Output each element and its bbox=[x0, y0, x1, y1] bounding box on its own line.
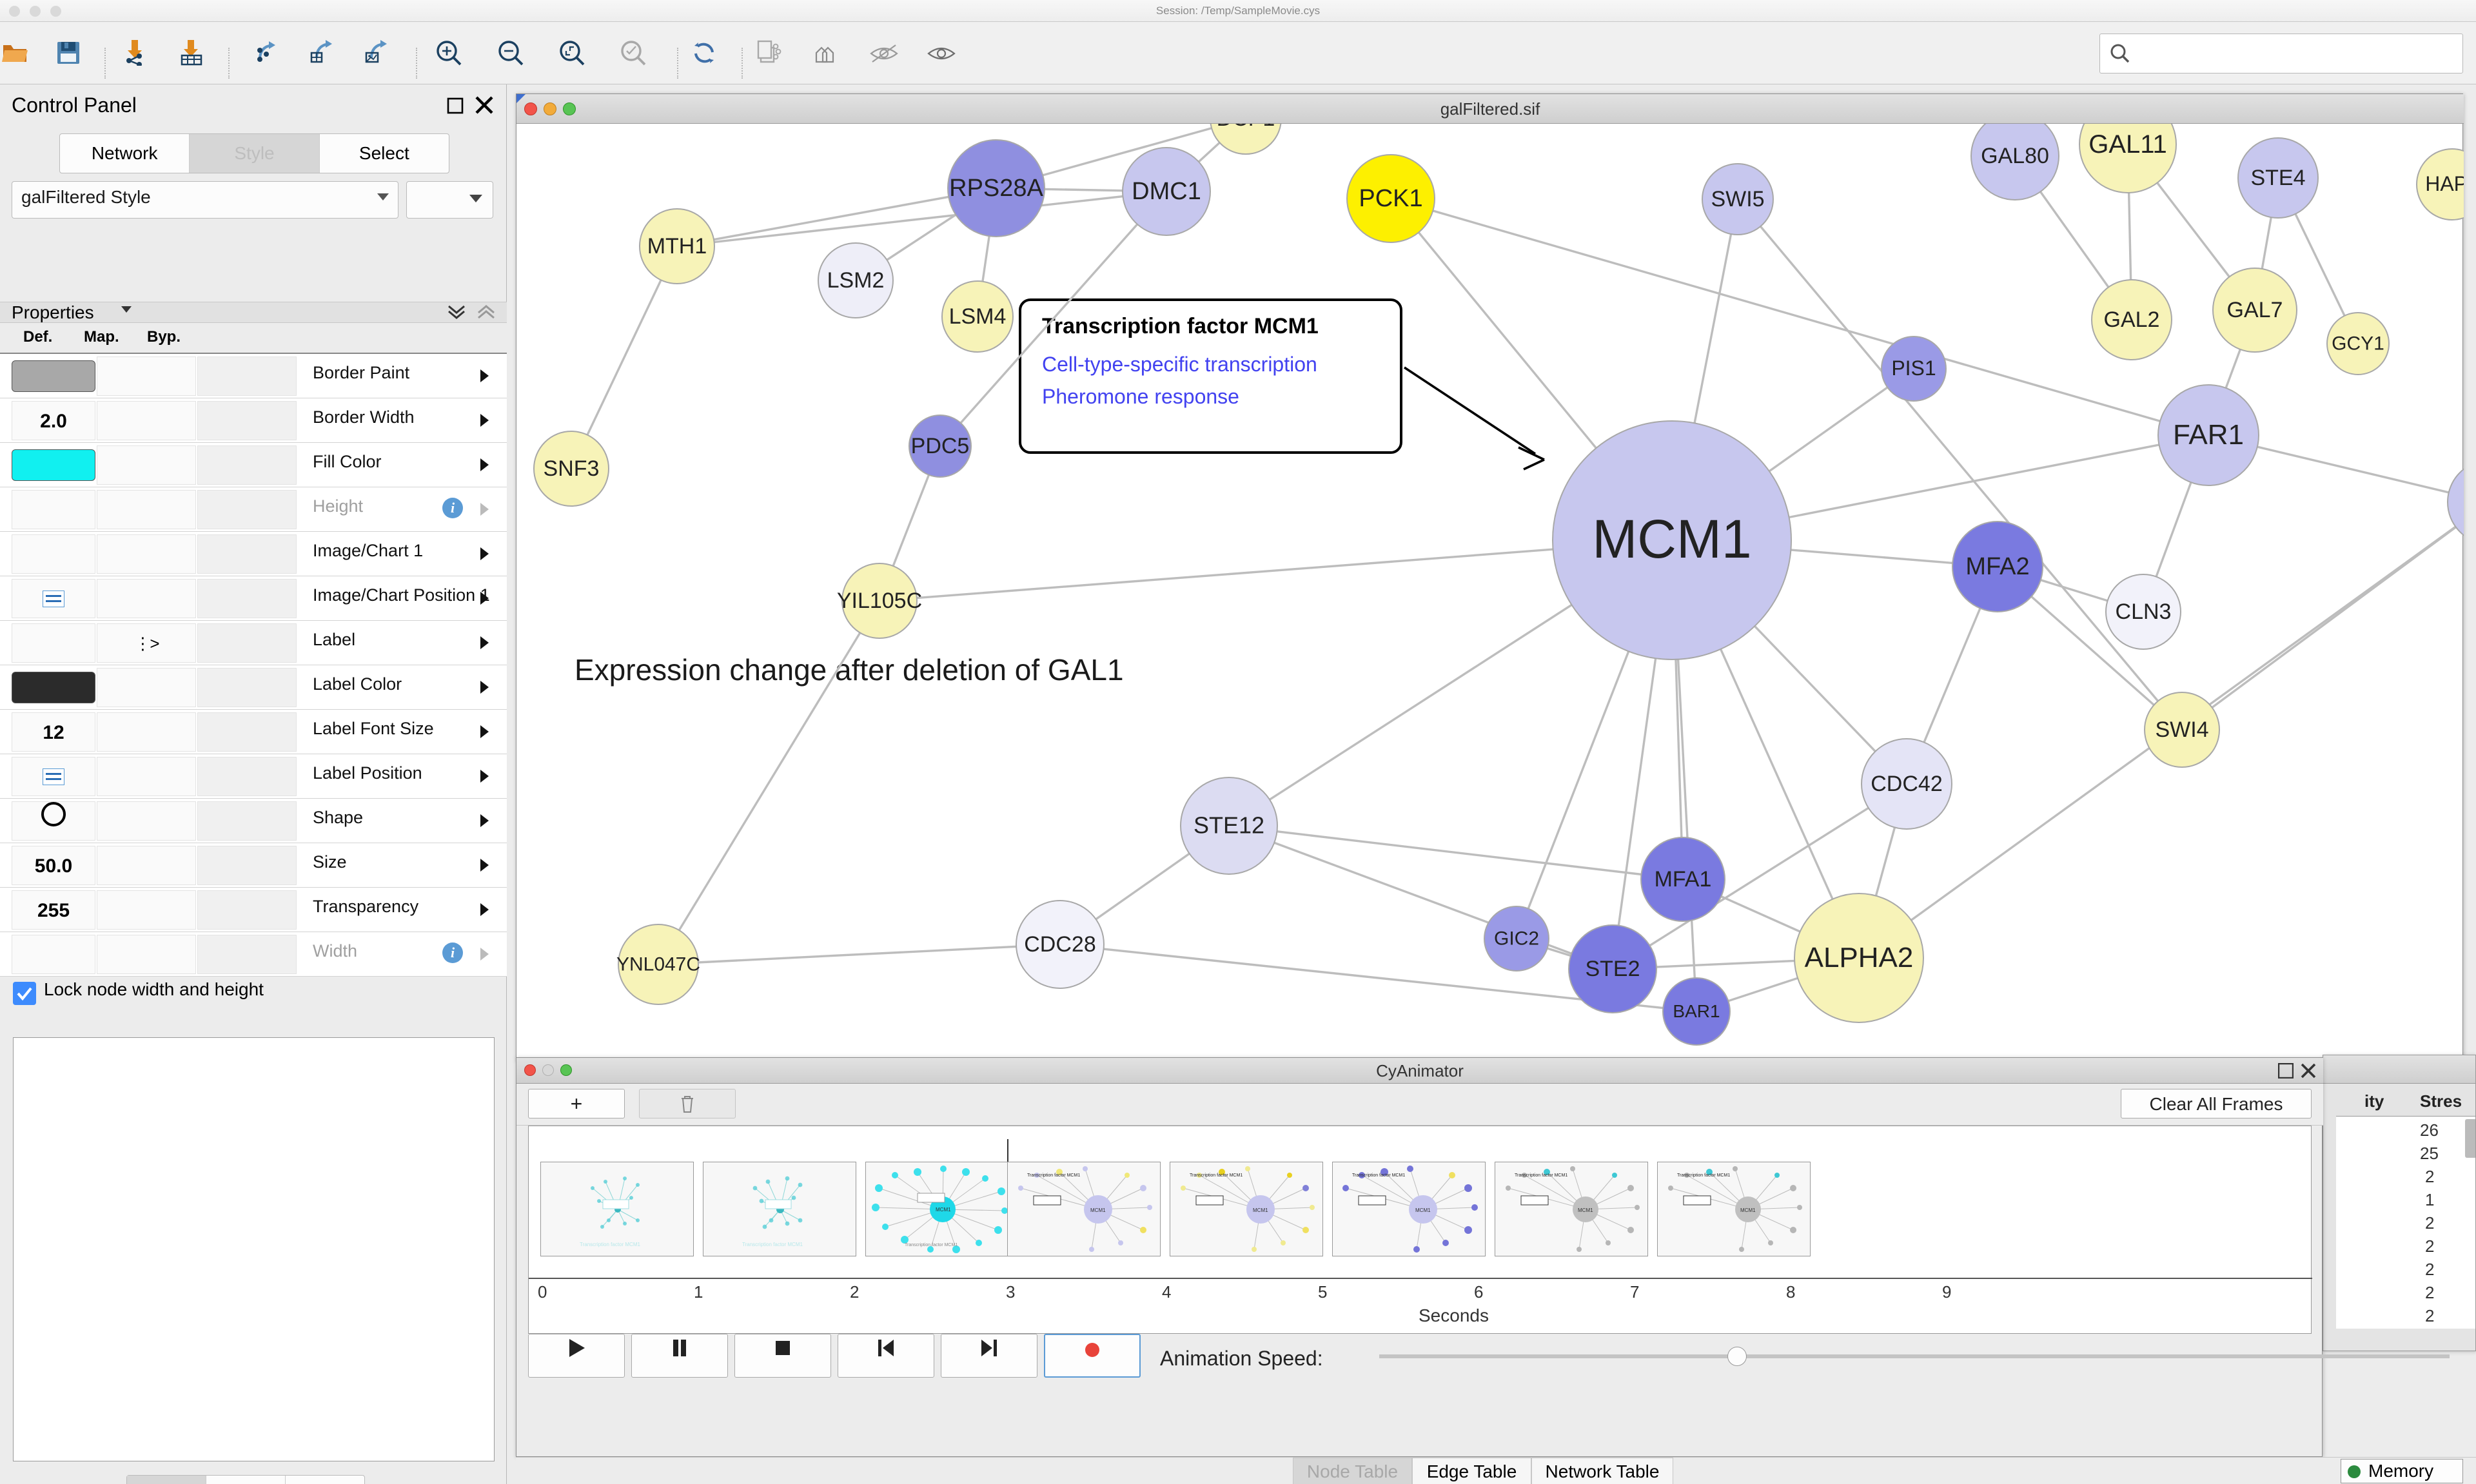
svg-text:Transcription factor MCM1: Transcription factor MCM1 bbox=[1190, 1173, 1243, 1178]
svg-text:YNL047C: YNL047C bbox=[616, 954, 700, 975]
svg-text:MFA2: MFA2 bbox=[1965, 553, 2029, 580]
svg-text:CLN3: CLN3 bbox=[2116, 600, 2172, 624]
svg-text:STE2: STE2 bbox=[1585, 957, 1640, 981]
svg-text:SWI5: SWI5 bbox=[1711, 187, 1764, 211]
svg-text:SWI4: SWI4 bbox=[2155, 718, 2208, 742]
svg-text:HAP2: HAP2 bbox=[2425, 172, 2464, 195]
svg-text:FAR1: FAR1 bbox=[2173, 419, 2244, 451]
svg-text:Transcription factor MCM1: Transcription factor MCM1 bbox=[905, 1243, 958, 1247]
svg-text:GAL7: GAL7 bbox=[2227, 298, 2283, 322]
svg-text:PCK1: PCK1 bbox=[1359, 185, 1422, 212]
svg-text:PIS1: PIS1 bbox=[1891, 356, 1936, 380]
svg-text:MCM1: MCM1 bbox=[1740, 1207, 1756, 1213]
svg-text:GAL11: GAL11 bbox=[2088, 130, 2167, 159]
svg-text:MCM1: MCM1 bbox=[1415, 1207, 1431, 1213]
svg-text:ALPHA2: ALPHA2 bbox=[1805, 942, 1914, 973]
svg-text:GIC2: GIC2 bbox=[1494, 928, 1539, 950]
svg-text:MCM1: MCM1 bbox=[1592, 509, 1751, 569]
svg-text:Transcription factor MCM1: Transcription factor MCM1 bbox=[742, 1242, 803, 1247]
svg-text:SNF3: SNF3 bbox=[544, 456, 600, 481]
svg-text:MTH1: MTH1 bbox=[647, 234, 707, 259]
svg-text:MCM1: MCM1 bbox=[1090, 1207, 1106, 1213]
svg-text:STE12: STE12 bbox=[1194, 812, 1264, 839]
svg-text:YIL105C: YIL105C bbox=[837, 589, 922, 613]
svg-text:LSM4: LSM4 bbox=[949, 304, 1007, 329]
svg-text:PDC5: PDC5 bbox=[911, 434, 970, 458]
svg-text:Transcription factor MCM1: Transcription factor MCM1 bbox=[1677, 1173, 1730, 1178]
svg-text:Transcription factor MCM1: Transcription factor MCM1 bbox=[1352, 1173, 1405, 1178]
svg-text:RPS28A: RPS28A bbox=[949, 175, 1043, 202]
svg-text:STE4: STE4 bbox=[2250, 166, 2305, 190]
svg-text:Transcription factor MCM1: Transcription factor MCM1 bbox=[1515, 1173, 1567, 1178]
svg-text:GAL80: GAL80 bbox=[1981, 144, 2049, 168]
svg-text:CDC28: CDC28 bbox=[1024, 932, 1096, 957]
svg-text:DCP1: DCP1 bbox=[1217, 124, 1275, 131]
svg-text:Transcription factor MCM1: Transcription factor MCM1 bbox=[580, 1242, 641, 1247]
svg-text:MCM1: MCM1 bbox=[936, 1207, 951, 1213]
svg-text:DMC1: DMC1 bbox=[1132, 178, 1201, 205]
svg-text:GCY1: GCY1 bbox=[2332, 333, 2384, 355]
svg-text:LSM2: LSM2 bbox=[827, 268, 885, 293]
svg-text:Transcription factor MCM1: Transcription factor MCM1 bbox=[1027, 1173, 1080, 1178]
svg-text:MFA1: MFA1 bbox=[1655, 867, 1712, 892]
svg-text:CDC42: CDC42 bbox=[1871, 772, 1942, 796]
svg-text:BAR1: BAR1 bbox=[1673, 1001, 1720, 1021]
svg-text:MCM1: MCM1 bbox=[1253, 1207, 1268, 1213]
svg-text:MCM1: MCM1 bbox=[1578, 1207, 1593, 1213]
svg-text:GAL2: GAL2 bbox=[2104, 308, 2160, 332]
